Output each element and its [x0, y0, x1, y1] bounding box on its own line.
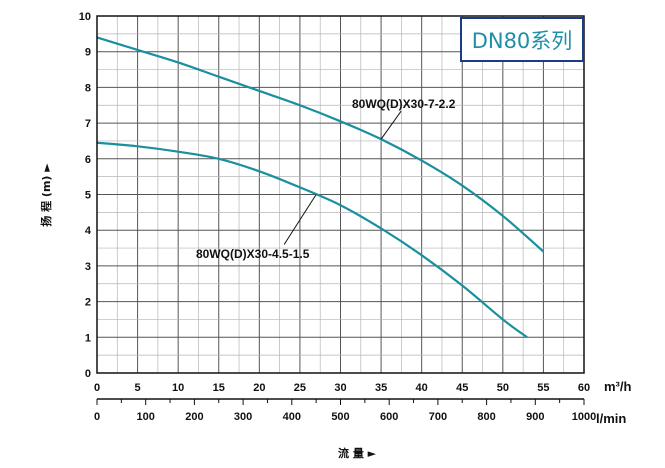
x-tick-label: 5: [135, 382, 141, 394]
x2-tick-label: 400: [283, 411, 301, 423]
x-tick-label: 30: [334, 382, 346, 394]
x-unit-primary: m³/h: [604, 379, 632, 394]
series-curve-2: [96, 141, 528, 339]
x2-tick-label: 200: [185, 411, 203, 423]
y-tick-label: 10: [79, 11, 91, 23]
x-tick-label: 0: [94, 382, 100, 394]
y-tick-label: 8: [85, 82, 91, 94]
y-tick-label: 6: [85, 154, 91, 166]
x2-tick-label: 700: [429, 411, 447, 423]
y-tick-label: 4: [85, 225, 92, 237]
y-tick-label: 9: [85, 47, 91, 59]
x-tick-label: 45: [456, 382, 468, 394]
y-tick-label: 5: [85, 190, 91, 202]
x-tick-labels: 0 5 10 15 20 25 30 35 40 45 50 55 60: [94, 382, 590, 394]
x2-tick-label: 600: [380, 411, 398, 423]
y-tick-label: 7: [85, 118, 91, 130]
y-axis-title: 扬 程 (m) ►: [39, 163, 53, 227]
x-tick-label: 20: [253, 382, 265, 394]
plot-frame: [96, 15, 585, 374]
chart-title: DN80系列: [472, 29, 573, 53]
annotations: 80WQ(D)X30-7-2.2 80WQ(D)X30-4.5-1.5: [196, 97, 456, 261]
annotation-leader-2: [283, 194, 317, 245]
x-tick-label: 40: [416, 382, 428, 394]
x-tick-label: 15: [213, 382, 225, 394]
annotation-leader-1: [380, 110, 402, 140]
x-unit-secondary: l/min: [596, 411, 626, 426]
x2-tick-label: 500: [331, 411, 349, 423]
y-tick-label: 0: [85, 368, 91, 380]
y-tick-label: 2: [85, 297, 91, 309]
x-tick-label: 25: [294, 382, 306, 394]
secondary-x-axis: 0 100 200 300 400 500 600 700 800 900 1000: [94, 398, 596, 423]
x2-tick-label: 800: [477, 411, 495, 423]
x2-tick-label: 900: [526, 411, 544, 423]
series-label-2: 80WQ(D)X30-4.5-1.5: [196, 247, 310, 261]
chart-title-badge: DN80系列: [460, 17, 584, 62]
x2-tick-label: 1000: [572, 411, 596, 423]
x2-tick-label: 300: [234, 411, 252, 423]
chart-title-box: [460, 17, 584, 62]
x2-tick-label: 0: [94, 411, 100, 423]
plot-border: [96, 15, 585, 374]
series-curves: [96, 36, 545, 339]
x-tick-label: 50: [497, 382, 509, 394]
x-tick-label: 55: [537, 382, 549, 394]
y-tick-label: 3: [85, 261, 91, 273]
x-tick-label: 60: [578, 382, 590, 394]
series-label-1: 80WQ(D)X30-7-2.2: [352, 97, 456, 111]
x2-tick-label: 100: [137, 411, 155, 423]
x-axis-title: 流 量 ►: [338, 446, 377, 460]
y-tick-label: 1: [85, 332, 91, 344]
grid: [97, 16, 584, 373]
x-tick-label: 10: [172, 382, 184, 394]
x-tick-label: 35: [375, 382, 387, 394]
series-curve-1: [96, 36, 545, 253]
y-tick-labels: 0 1 2 3 4 5 6 7 8 9 10: [79, 11, 92, 380]
